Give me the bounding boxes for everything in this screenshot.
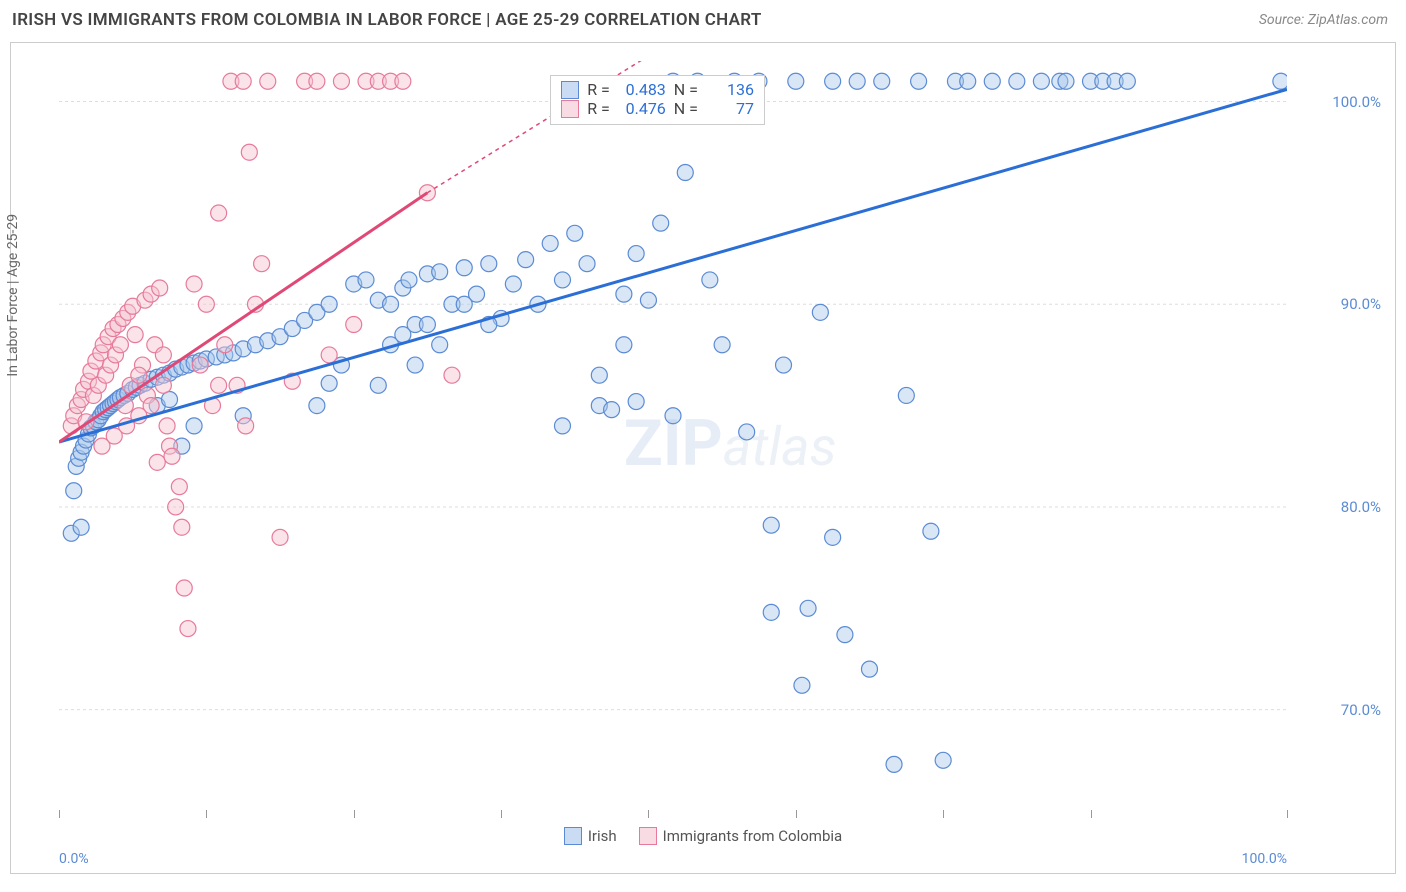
x-tick-mark — [206, 810, 207, 818]
x-tick-mark — [1091, 810, 1092, 818]
legend-item-1: Irish — [564, 827, 617, 845]
chart-header: IRISH VS IMMIGRANTS FROM COLOMBIA IN LAB… — [0, 0, 1406, 36]
stats-r-value-2: 0.476 — [618, 99, 666, 118]
stats-r-label-2: R = — [587, 99, 610, 118]
x-tick-mark — [1287, 810, 1288, 818]
stats-n-value-1: 136 — [706, 80, 754, 99]
stats-row-2: R = 0.476 N = 77 — [561, 99, 754, 118]
y-axis-label: In Labor Force | Age 25-29 — [5, 214, 21, 377]
bottom-legend: Irish Immigrants from Colombia — [11, 827, 1395, 845]
x-axis-tickmarks — [59, 810, 1287, 818]
chart-container: In Labor Force | Age 25-29 ZIPatlas R = … — [10, 42, 1396, 874]
x-tick-mark — [501, 810, 502, 818]
stats-swatch-1 — [561, 81, 579, 99]
stats-n-label-1: N = — [674, 80, 698, 99]
chart-source: Source: ZipAtlas.com — [1259, 12, 1388, 28]
legend-swatch-2 — [639, 827, 657, 845]
scatter-svg — [59, 61, 1287, 811]
x-tick-mark — [943, 810, 944, 818]
y-axis-ticks: 70.0% 80.0% 90.0% 100.0% — [1295, 61, 1385, 811]
stats-r-label-1: R = — [587, 80, 610, 99]
x-end-label: 100.0% — [1242, 851, 1287, 867]
legend-item-2: Immigrants from Colombia — [639, 827, 843, 845]
x-tick-mark — [648, 810, 649, 818]
stats-r-value-1: 0.483 — [618, 80, 666, 99]
x-tick-mark — [354, 810, 355, 818]
stats-box: R = 0.483 N = 136 R = 0.476 N = 77 — [550, 75, 765, 125]
legend-swatch-1 — [564, 827, 582, 845]
legend-label-2: Immigrants from Colombia — [663, 827, 843, 845]
x-tick-mark — [796, 810, 797, 818]
x-tick-mark — [59, 810, 60, 818]
stats-n-value-2: 77 — [706, 99, 754, 118]
y-tick-label: 70.0% — [1341, 701, 1381, 719]
y-tick-label: 80.0% — [1341, 498, 1381, 516]
stats-n-label-2: N = — [674, 99, 698, 118]
stats-swatch-2 — [561, 100, 579, 118]
y-tick-label: 90.0% — [1341, 295, 1381, 313]
chart-title: IRISH VS IMMIGRANTS FROM COLOMBIA IN LAB… — [12, 10, 762, 30]
plot-area: ZIPatlas R = 0.483 N = 136 R = 0.476 N =… — [59, 61, 1287, 811]
stats-row-1: R = 0.483 N = 136 — [561, 80, 754, 99]
x-axis-end-labels: 0.0% 100.0% — [59, 851, 1287, 867]
y-tick-label: 100.0% — [1332, 93, 1381, 111]
x-start-label: 0.0% — [59, 851, 89, 867]
legend-label-1: Irish — [588, 827, 617, 845]
